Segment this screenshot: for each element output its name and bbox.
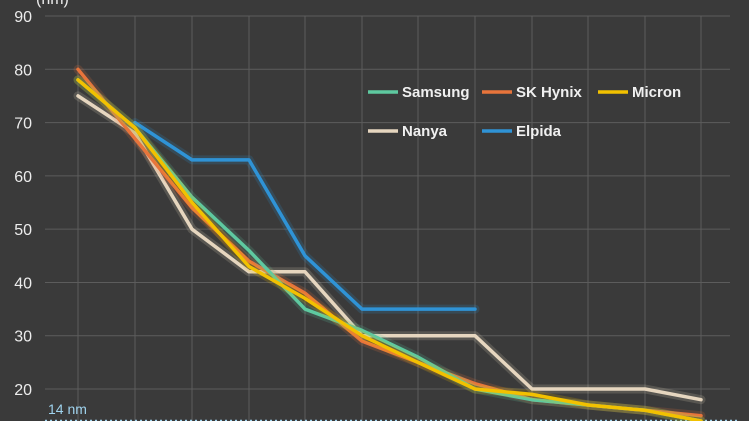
y-tick-label: 60 <box>14 169 32 186</box>
legend: Samsung SK Hynix Micron Nanya Elpida <box>368 84 681 140</box>
gridlines <box>45 15 730 421</box>
legend-label-nanya: Nanya <box>402 123 448 140</box>
y-tick-label: 40 <box>14 275 32 292</box>
y-tick-label: 90 <box>14 9 32 26</box>
y-tick-label: 30 <box>14 329 32 346</box>
legend-label-samsung: Samsung <box>402 84 470 101</box>
y-axis-ticks: 20 30 40 50 60 70 80 90 <box>14 9 32 399</box>
series-lines <box>73 64 706 421</box>
series-glow-sk-hynix <box>73 64 706 421</box>
y-tick-label: 70 <box>14 116 32 133</box>
y-axis-label: (nm) <box>36 0 69 8</box>
y-tick-label: 20 <box>14 382 32 399</box>
series-line-micron <box>76 78 703 421</box>
y-tick-label: 50 <box>14 222 32 239</box>
legend-label-micron: Micron <box>632 84 681 101</box>
series-line-sk-hynix <box>76 67 703 418</box>
legend-label-sk-hynix: SK Hynix <box>516 84 583 101</box>
reference-line-label: 14 nm <box>48 401 87 417</box>
y-tick-label: 80 <box>14 62 32 79</box>
series-line-nanya <box>76 94 703 402</box>
reference-line-group: 14 nm <box>45 401 740 421</box>
legend-label-elpida: Elpida <box>516 123 562 140</box>
series-line-elpida <box>133 120 477 311</box>
